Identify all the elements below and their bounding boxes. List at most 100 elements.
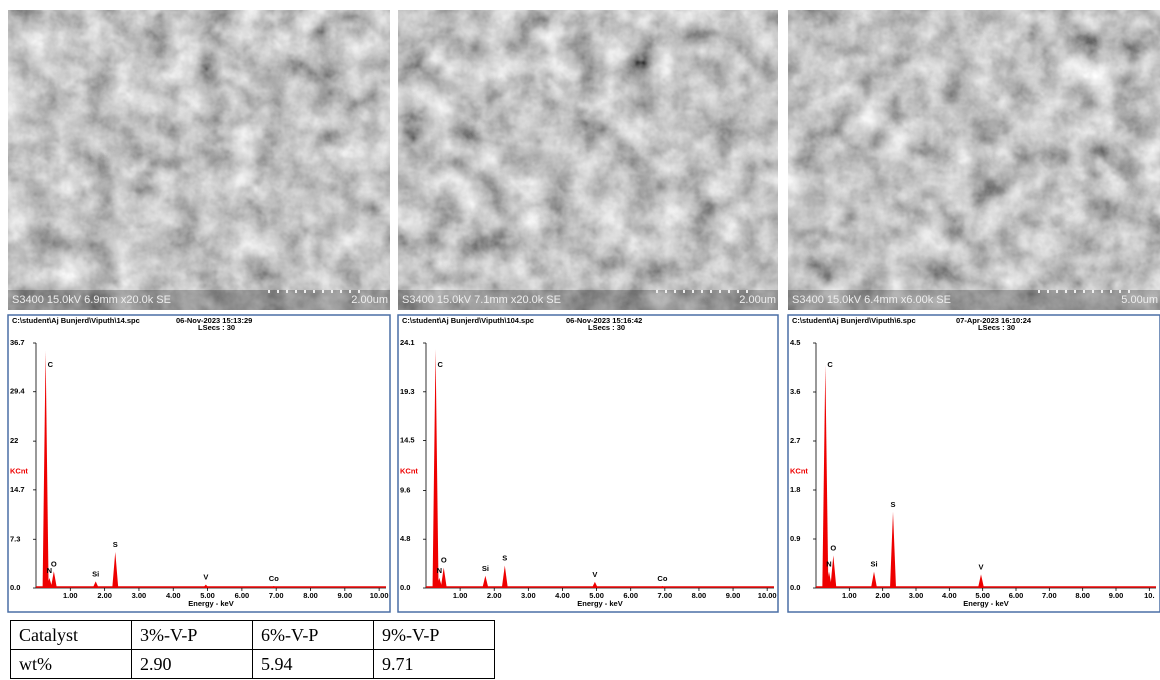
peak-label: C — [827, 360, 833, 369]
scale-tick — [295, 290, 297, 293]
y-tick-label: 14.7 — [10, 485, 25, 494]
peak-label: C — [438, 360, 444, 369]
y-tick-label: 7.3 — [10, 534, 20, 543]
spectrum-frame — [788, 315, 1160, 612]
table-cell: Catalyst — [11, 621, 132, 650]
x-tick-label: 1.00 — [842, 591, 857, 600]
spectrum-lsecs: LSecs : 30 — [978, 323, 1015, 332]
spectrum-frame — [8, 315, 390, 612]
x-tick-label: 6.00 — [623, 591, 638, 600]
peak-label: O — [830, 543, 836, 552]
y-tick-label: 0.0 — [400, 583, 410, 592]
x-tick-label: 9.00 — [338, 591, 353, 600]
scale-tick — [340, 290, 342, 293]
scale-tick — [746, 290, 748, 293]
y-tick-label: 4.8 — [400, 534, 410, 543]
x-tick-label: 4.00 — [555, 591, 570, 600]
table-cell: 2.90 — [132, 650, 253, 679]
table-cell: 5.94 — [253, 650, 374, 679]
y-tick-label: 4.5 — [790, 338, 800, 347]
x-axis-label: Energy - keV — [188, 599, 233, 608]
peak-label: O — [51, 559, 57, 568]
scale-tick — [268, 290, 270, 293]
y-tick-label: 29.4 — [10, 387, 25, 396]
y-tick-label: 14.5 — [400, 436, 415, 445]
scale-tick — [331, 290, 333, 293]
scale-tick — [322, 290, 324, 293]
peak-label: S — [890, 500, 895, 509]
spectrum-file: C:\student\Aj Bunjerd\Viputh\14.spc — [12, 316, 140, 325]
scale-tick — [656, 290, 658, 293]
x-tick-label: 3.00 — [132, 591, 147, 600]
peak-label: Si — [482, 564, 489, 573]
sem-caption: S3400 15.0kV 7.1mm x20.0k SE — [402, 294, 561, 306]
x-tick-label: 7.00 — [269, 591, 284, 600]
x-tick-label: 2.00 — [487, 591, 502, 600]
peak-label: Si — [870, 560, 877, 569]
x-tick-label: 10.00 — [370, 591, 389, 600]
peak-label: N — [437, 566, 442, 575]
y-tick-label: 0.0 — [10, 583, 20, 592]
scale-tick — [1056, 290, 1058, 293]
table-cell: wt% — [11, 650, 132, 679]
table-cell: 9.71 — [374, 650, 495, 679]
x-tick-label: 7.00 — [658, 591, 673, 600]
peak-label: Si — [92, 569, 99, 578]
scale-tick — [674, 290, 676, 293]
x-tick-label: 1.00 — [453, 591, 468, 600]
scale-tick — [683, 290, 685, 293]
y-tick-label: 0.9 — [790, 534, 800, 543]
table-cell: 3%-V-P — [132, 621, 253, 650]
x-tick-label: 4.00 — [942, 591, 957, 600]
scale-tick — [1119, 290, 1121, 293]
y-tick-label: 1.8 — [790, 485, 800, 494]
scale-tick — [692, 290, 694, 293]
peak-label: V — [978, 562, 983, 571]
peak-label: S — [502, 554, 507, 563]
y-tick-label: 3.6 — [790, 387, 800, 396]
y-tick-label: 2.7 — [790, 436, 800, 445]
peak-label: S — [113, 540, 118, 549]
x-tick-label: 9.00 — [1109, 591, 1124, 600]
x-tick-label: 7.00 — [1042, 591, 1057, 600]
scale-tick — [665, 290, 667, 293]
sem-scale: 2.00um — [739, 294, 776, 306]
scale-tick — [1083, 290, 1085, 293]
sem-image — [398, 10, 778, 310]
y-axis-label: KCnt — [790, 466, 808, 475]
sem-scale: 2.00um — [351, 294, 388, 306]
table-cell: 6%-V-P — [253, 621, 374, 650]
y-tick-label: 36.7 — [10, 338, 25, 347]
scale-tick — [719, 290, 721, 293]
scale-tick — [1074, 290, 1076, 293]
y-tick-label: 19.3 — [400, 387, 415, 396]
y-tick-label: 24.1 — [400, 338, 415, 347]
scale-tick — [358, 290, 360, 293]
y-axis-label: KCnt — [400, 466, 418, 475]
x-tick-label: 8.00 — [1075, 591, 1090, 600]
scale-tick — [277, 290, 279, 293]
x-tick-label: 6.00 — [1009, 591, 1024, 600]
x-tick-label: 8.00 — [692, 591, 707, 600]
x-tick-label: 2.00 — [97, 591, 112, 600]
x-tick-label: 10. — [1144, 591, 1154, 600]
x-tick-label: 9.00 — [726, 591, 741, 600]
scale-tick — [1047, 290, 1049, 293]
sem-caption: S3400 15.0kV 6.9mm x20.0k SE — [12, 294, 171, 306]
sem-scale: 5.00um — [1121, 294, 1158, 306]
peak-label: N — [826, 560, 831, 569]
scale-tick — [1092, 290, 1094, 293]
peak-label: C — [48, 360, 54, 369]
sem-caption: S3400 15.0kV 6.4mm x6.00k SE — [792, 294, 951, 306]
peak-label: V — [592, 570, 597, 579]
page: {"panels": [ {"sem": {"caption": "S3400 … — [0, 0, 1160, 680]
y-axis-label: KCnt — [10, 466, 28, 475]
x-tick-label: 8.00 — [303, 591, 318, 600]
scale-tick — [728, 290, 730, 293]
table: Catalyst3%-V-P6%-V-P9%-V-Pwt%2.905.949.7… — [10, 620, 495, 679]
x-tick-label: 1.00 — [63, 591, 78, 600]
scale-tick — [1038, 290, 1040, 293]
x-tick-label: 10.00 — [758, 591, 777, 600]
peak-label: Co — [657, 574, 667, 583]
spectrum-file: C:\student\Aj Bunjerd\Viputh\104.spc — [402, 316, 534, 325]
